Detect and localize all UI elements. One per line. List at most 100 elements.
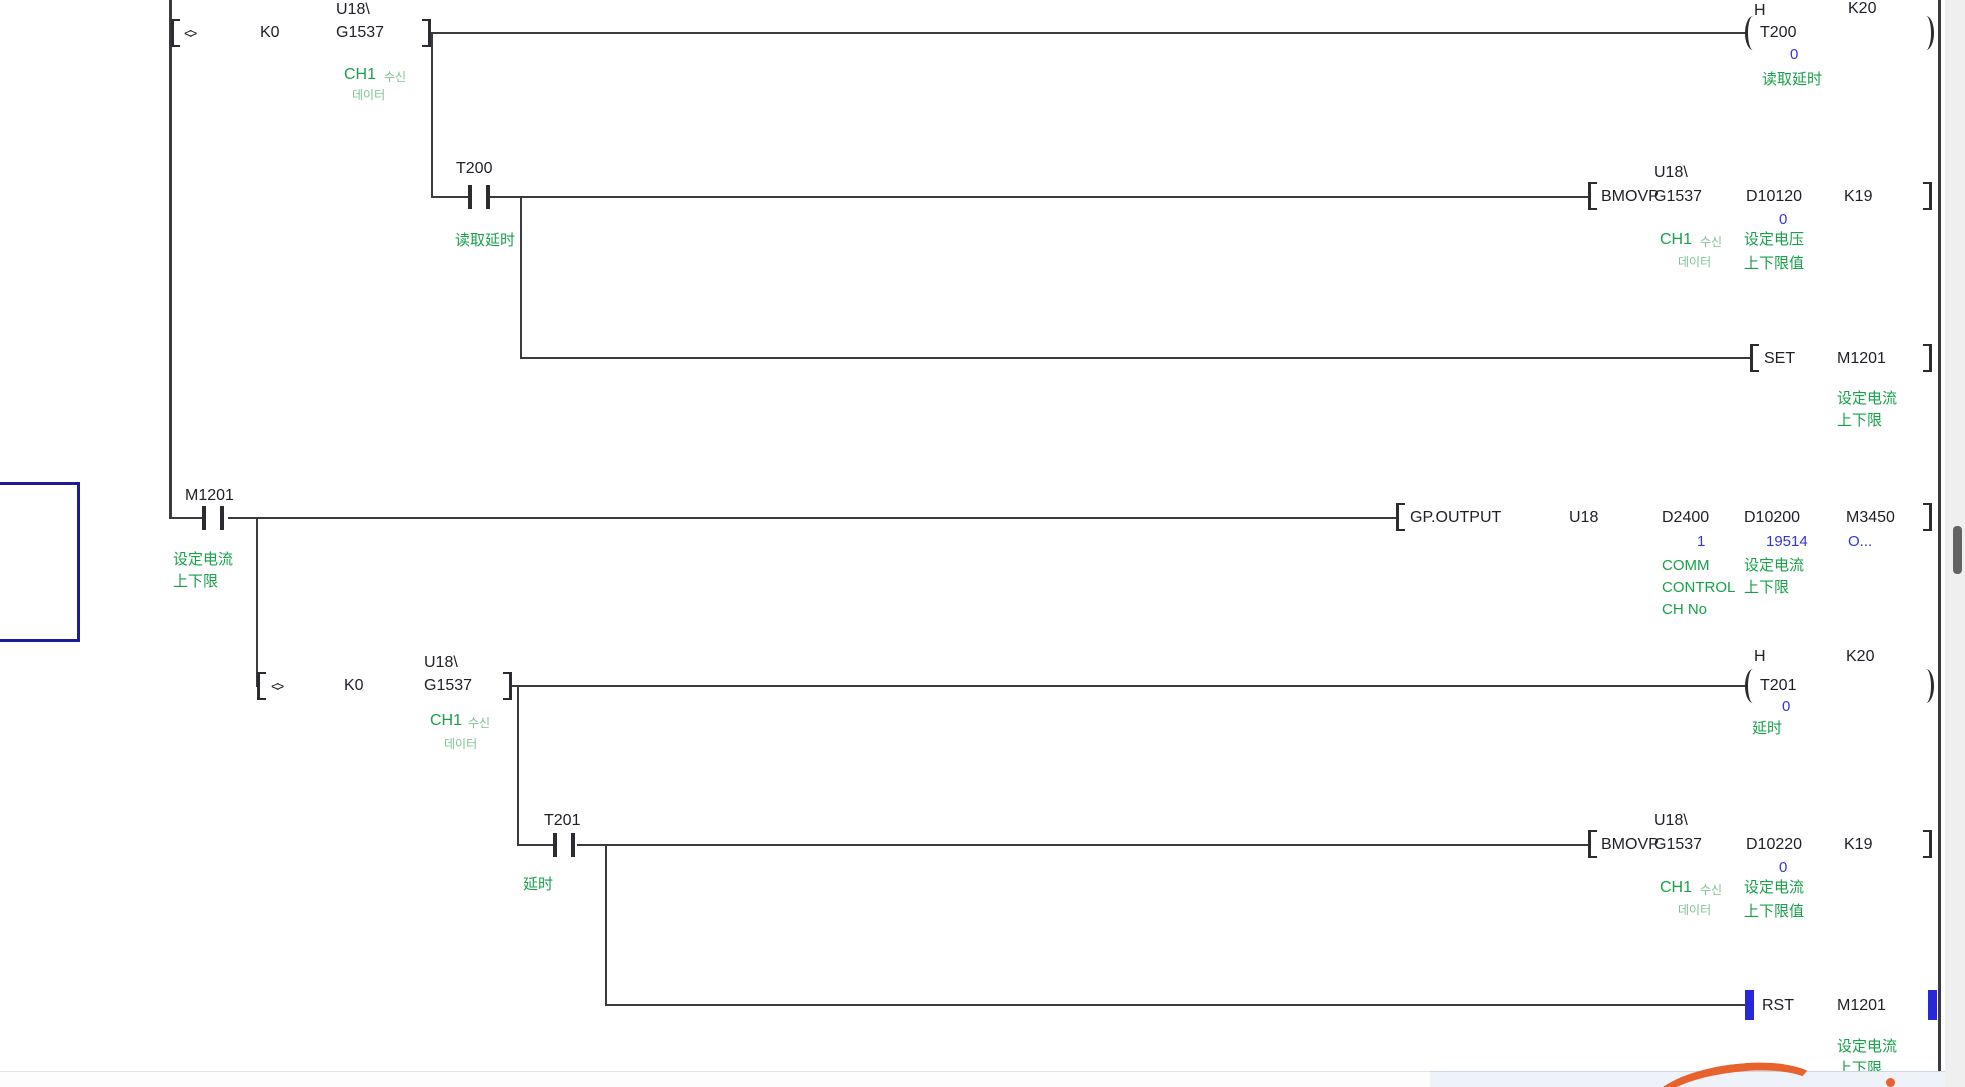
- device-comment: CH1: [1660, 879, 1693, 896]
- device-comment: CONTROL: [1662, 579, 1736, 596]
- operand-s2: D10200: [1744, 509, 1801, 526]
- compare-s2-prefix: U18\: [336, 1, 370, 18]
- timer-mode: H: [1754, 648, 1766, 665]
- left-power-rail: [169, 0, 172, 519]
- bracket-close-icon: [1923, 503, 1932, 531]
- wire: [605, 844, 607, 1006]
- contact-device: M1201: [185, 487, 234, 504]
- bracket-close-icon: [1923, 830, 1932, 858]
- contact-bar-icon: [220, 506, 224, 530]
- contact-bar-icon: [202, 506, 206, 530]
- bottom-window-edge: [1430, 1071, 1945, 1087]
- wire: [577, 844, 1588, 846]
- operand-s1: D2400: [1662, 509, 1710, 526]
- coil-open-icon: [1745, 16, 1761, 50]
- device-comment: 设定电流: [1744, 879, 1805, 896]
- bracket-close-icon: [503, 672, 512, 700]
- operand-current-value: 1: [1697, 533, 1706, 550]
- wire: [517, 844, 555, 846]
- device-comment: CH1: [344, 66, 377, 83]
- device-comment: CH1: [430, 712, 463, 729]
- device-comment: 데이터: [444, 737, 478, 751]
- operand-s-prefix: U18\: [1654, 164, 1688, 181]
- operand-current-value: 0: [1779, 859, 1788, 876]
- operand-s-prefix: U18\: [1654, 812, 1688, 829]
- bracket-close-icon: [1923, 344, 1932, 372]
- instruction-mnemonic: RST: [1762, 997, 1794, 1014]
- device-comment: 设定电压: [1744, 231, 1805, 248]
- contact-device: T200: [456, 160, 493, 177]
- compare-s2: G1537: [336, 24, 385, 41]
- operand-current-value: 19514: [1766, 533, 1808, 550]
- operand-d: M3450: [1846, 509, 1895, 526]
- instruction-mnemonic: BMOVP: [1601, 836, 1659, 853]
- timer-preset: K20: [1848, 0, 1877, 17]
- wire: [431, 196, 468, 198]
- wire: [517, 685, 519, 846]
- operand-d: D10120: [1746, 188, 1803, 205]
- device-comment: 设定电流: [173, 551, 234, 568]
- device-comment: CH No: [1662, 601, 1708, 618]
- coil-close-icon: [1918, 669, 1934, 703]
- device-comment: CH1: [1660, 231, 1693, 248]
- bracket-open-icon: [257, 672, 266, 700]
- operand-n: K19: [1844, 188, 1873, 205]
- operand-device: M1201: [1837, 997, 1886, 1014]
- device-comment: 设定电流: [1837, 1038, 1898, 1055]
- bracket-open-icon: [1750, 344, 1759, 372]
- compare-s1: K0: [344, 677, 364, 694]
- device-comment: 设定电流: [1837, 390, 1898, 407]
- operand-device: M1201: [1837, 350, 1886, 367]
- cursor-highlight-icon: [1745, 990, 1754, 1020]
- selection-rectangle: [0, 482, 80, 642]
- contact-device: T201: [544, 812, 581, 829]
- timer-current-value: 0: [1790, 46, 1799, 63]
- bracket-open-icon: [171, 19, 180, 47]
- device-comment: 데이터: [1678, 903, 1712, 917]
- right-power-rail: [1938, 0, 1941, 1071]
- compare-operator: <>: [271, 678, 284, 694]
- device-comment: 延时: [1752, 720, 1783, 737]
- bracket-open-icon: [1588, 830, 1597, 858]
- device-comment: 수신: [1700, 883, 1723, 897]
- device-comment: 读取延时: [1762, 71, 1823, 88]
- contact-bar-icon: [468, 185, 472, 209]
- device-comment: 读取延时: [455, 232, 516, 249]
- coil-close-icon: [1918, 16, 1934, 50]
- timer-current-value: 0: [1782, 698, 1791, 715]
- bracket-open-icon: [1588, 182, 1597, 210]
- timer-device: T200: [1760, 24, 1797, 41]
- device-comment: 上下限: [173, 573, 219, 590]
- compare-s1: K0: [260, 24, 280, 41]
- wire: [170, 517, 204, 519]
- device-comment: 수신: [468, 716, 491, 730]
- cursor-highlight-icon: [1928, 990, 1937, 1020]
- operand-n: K19: [1844, 836, 1873, 853]
- operand-un: U18: [1569, 509, 1599, 526]
- wire: [511, 685, 1747, 687]
- timer-device: T201: [1760, 677, 1797, 694]
- instruction-mnemonic: GP.OUTPUT: [1410, 509, 1502, 526]
- wire: [431, 32, 433, 198]
- device-comment: 데이터: [352, 88, 386, 102]
- wire: [256, 517, 258, 687]
- wire: [520, 357, 1750, 359]
- bracket-close-icon: [1923, 182, 1932, 210]
- wire: [228, 517, 1396, 519]
- bracket-close-icon: [422, 19, 431, 47]
- scrollbar-thumb[interactable]: [1953, 526, 1962, 574]
- device-comment: 수신: [1700, 235, 1723, 249]
- wire: [490, 196, 1588, 198]
- contact-bar-icon: [553, 833, 557, 857]
- bottom-window-edge: [0, 1071, 1430, 1087]
- orange-marker-icon: [1886, 1078, 1895, 1087]
- operand-s: G1537: [1654, 188, 1703, 205]
- instruction-mnemonic: BMOVP: [1601, 188, 1659, 205]
- operand-d: D10220: [1746, 836, 1803, 853]
- wire: [605, 1004, 1747, 1006]
- device-comment: 수신: [384, 70, 407, 84]
- device-comment: 延时: [523, 876, 554, 893]
- wire: [520, 196, 522, 359]
- operand-s: G1537: [1654, 836, 1703, 853]
